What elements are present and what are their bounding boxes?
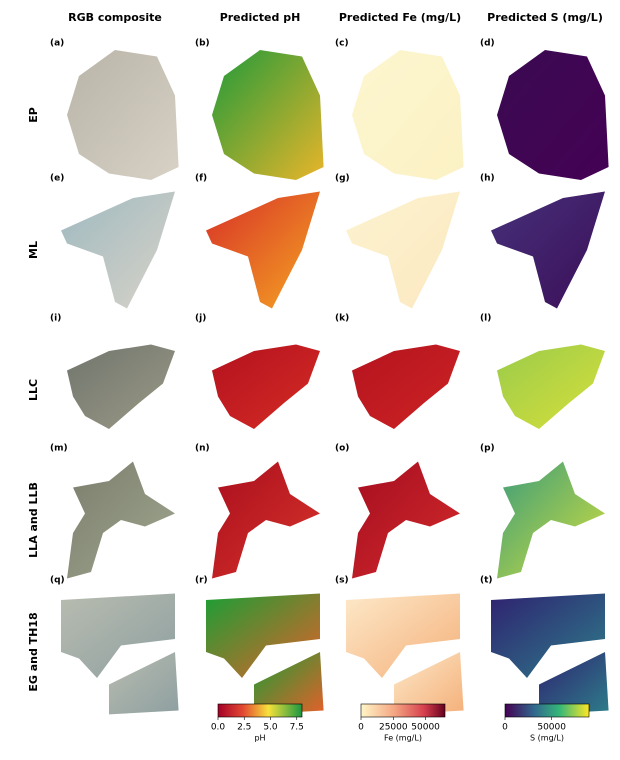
colorbar-tick-label: 5.0: [263, 723, 278, 733]
map-panel: [352, 50, 464, 180]
colorbar-label: S (mg/L): [530, 734, 564, 743]
panel-label: (m): [50, 444, 68, 454]
map-panel: [491, 192, 605, 309]
panel-label: (e): [50, 174, 64, 184]
row-label: LLA and LLB: [27, 482, 40, 558]
map-panel: [109, 652, 179, 714]
colorbar-tick-label: 0.0: [211, 723, 226, 733]
panel-label: (j): [195, 314, 206, 324]
panel-label: (n): [195, 444, 210, 454]
panel-label: (r): [195, 576, 208, 586]
colorbar-tick-label: 50000: [411, 723, 440, 733]
row-label: EP: [27, 107, 40, 123]
map-panel: [497, 50, 609, 180]
map-panel: [61, 192, 175, 309]
column-header: Predicted S (mg/L): [487, 11, 603, 24]
colorbar-label: Fe (mg/L): [384, 734, 422, 743]
panel-label: (o): [335, 444, 349, 454]
panel-label: (k): [335, 314, 349, 324]
map-panel: [346, 192, 460, 309]
figure: RGB composite Predicted pH Predicted Fe (m…: [0, 0, 620, 756]
colorbar-tick-label: 25000: [379, 723, 408, 733]
colorbar: [361, 704, 445, 717]
map-panel: [497, 345, 605, 430]
map-panel: [67, 462, 175, 579]
map-panel: [352, 462, 460, 579]
panel-label: (i): [50, 314, 61, 324]
colorbar: [505, 704, 589, 717]
map-panel: [497, 462, 605, 579]
panel-label: (a): [50, 39, 64, 49]
row-label: EG and TH18: [27, 612, 40, 691]
row-label: LLC: [27, 379, 40, 401]
panel-label: (q): [50, 576, 65, 586]
map-panel: [212, 50, 324, 180]
map-panel: [212, 345, 320, 430]
column-header: RGB composite: [68, 11, 162, 24]
column-header: Predicted Fe (mg/L): [339, 11, 461, 24]
colorbar: [218, 704, 302, 717]
panel-label: (c): [335, 39, 349, 49]
colorbar-tick-label: 0: [358, 723, 364, 733]
colorbar-tick-label: 7.5: [290, 723, 304, 733]
panel-label: (l): [480, 314, 491, 324]
map-panel: [212, 462, 320, 579]
panel-label: (t): [480, 576, 493, 586]
panel-label: (s): [335, 576, 349, 586]
panel-label: (b): [195, 39, 210, 49]
map-panel: [206, 192, 320, 309]
map-panel: [352, 345, 460, 430]
colorbar-tick-label: 0: [502, 723, 508, 733]
panel-label: (f): [195, 174, 207, 184]
colorbar-tick-label: 50000: [537, 723, 566, 733]
panel-label: (d): [480, 39, 495, 49]
map-panel: [67, 345, 175, 430]
colorbar-tick-label: 2.5: [237, 723, 251, 733]
column-header: Predicted pH: [220, 11, 301, 24]
colorbar-label: pH: [254, 734, 265, 743]
panel-label: (g): [335, 174, 350, 184]
panel-label: (p): [480, 444, 495, 454]
panel-label: (h): [480, 174, 495, 184]
row-label: ML: [27, 241, 40, 259]
map-panel: [67, 50, 179, 180]
